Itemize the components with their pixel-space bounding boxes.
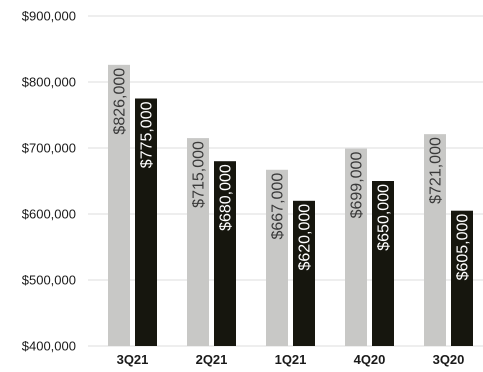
bar	[187, 138, 209, 346]
bar	[424, 134, 446, 346]
data-label: $650,000	[376, 184, 393, 251]
bar	[345, 148, 367, 346]
bar	[372, 181, 394, 346]
bar	[293, 200, 315, 346]
bar	[135, 98, 157, 346]
data-label: $605,000	[455, 214, 472, 281]
y-axis: $400,000 $500,000 $600,000 $700,000 $800,000…	[22, 9, 76, 354]
x-tick-label: 1Q21	[275, 352, 307, 367]
data-label: $667,000	[270, 173, 287, 240]
data-labels: $826,000 $775,000 $715,000 $680,000 $667,000…	[112, 68, 472, 281]
x-tick-label: 3Q21	[117, 352, 149, 367]
data-label: $826,000	[112, 68, 129, 135]
x-tick-label: 2Q21	[196, 352, 228, 367]
data-label: $620,000	[297, 204, 314, 271]
y-tick-label: $400,000	[22, 339, 76, 354]
x-tick-label: 4Q20	[354, 352, 386, 367]
bar	[451, 210, 473, 346]
data-label: $699,000	[349, 152, 366, 219]
bars	[108, 64, 473, 346]
x-axis: 3Q21 2Q21 1Q21 4Q20 3Q20	[117, 352, 465, 367]
data-label: $680,000	[218, 164, 235, 231]
data-label: $721,000	[428, 137, 445, 204]
bar	[214, 161, 236, 346]
y-tick-label: $800,000	[22, 75, 76, 90]
x-tick-label: 3Q20	[433, 352, 465, 367]
data-label: $775,000	[139, 101, 156, 168]
y-tick-label: $500,000	[22, 273, 76, 288]
y-tick-label: $700,000	[22, 141, 76, 156]
y-tick-label: $600,000	[22, 207, 76, 222]
y-tick-label: $900,000	[22, 9, 76, 24]
bar	[266, 169, 288, 346]
bar	[108, 64, 130, 346]
data-label: $715,000	[191, 141, 208, 208]
